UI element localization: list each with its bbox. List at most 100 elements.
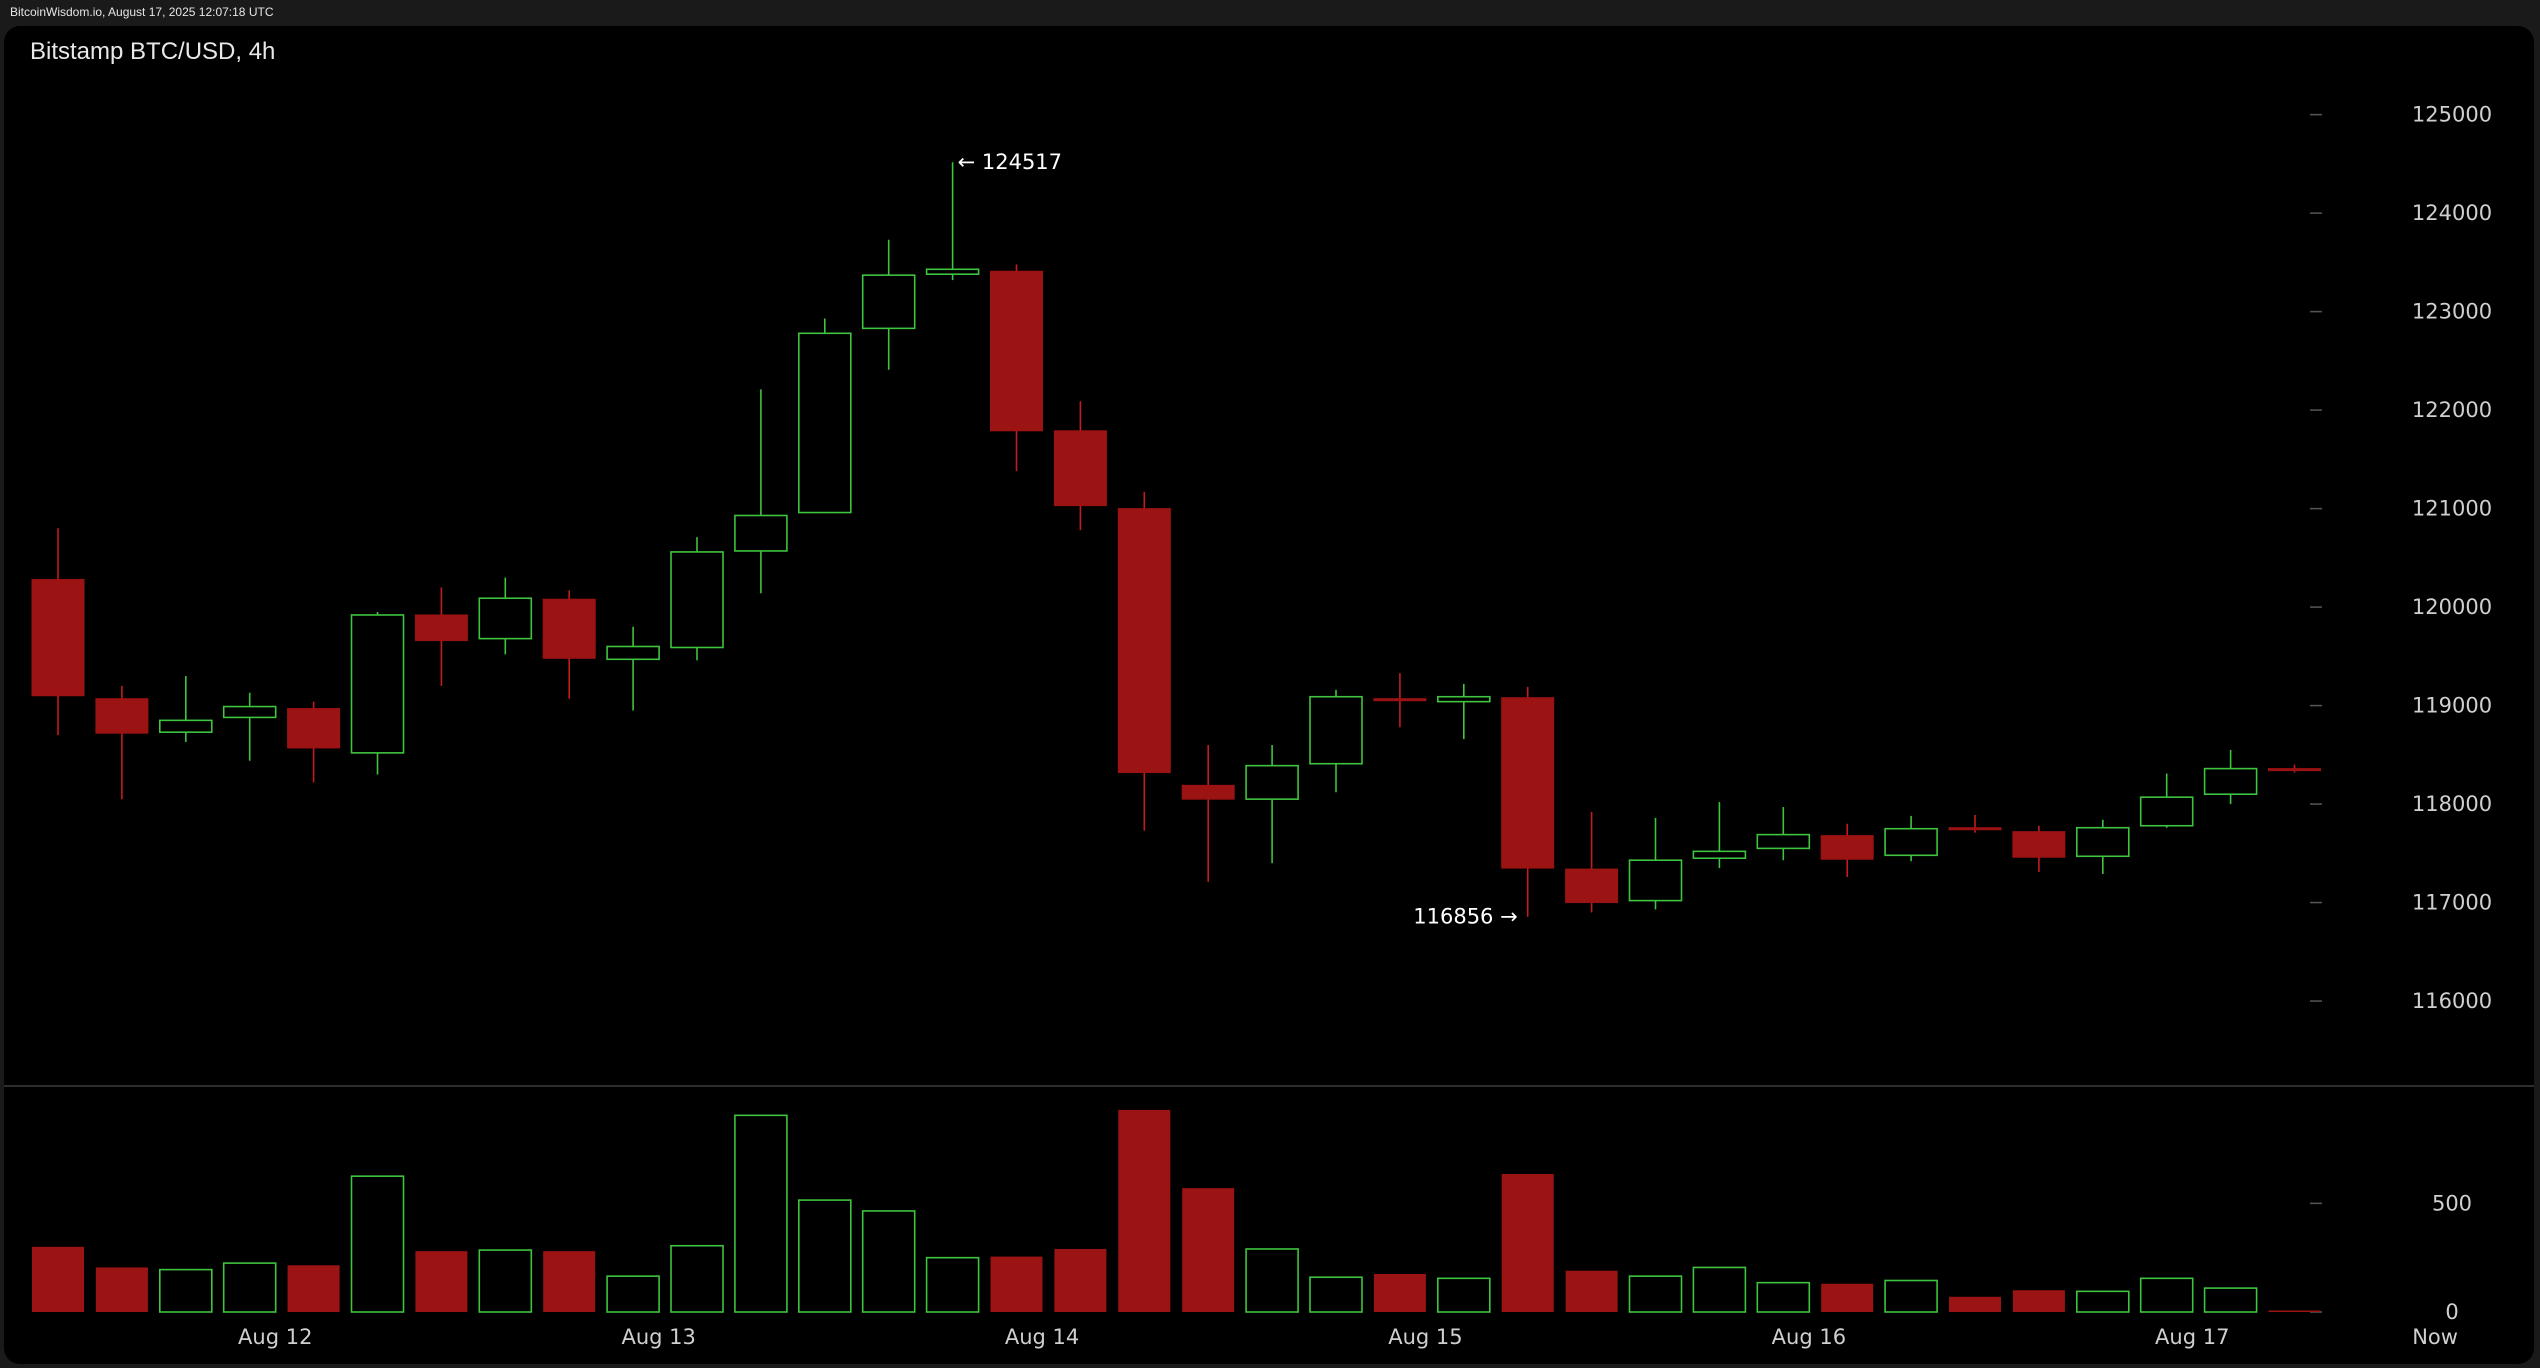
candle-body <box>1245 764 1299 800</box>
candlestick-chart: Bitstamp BTC/USD, 4h 1160001170001180001… <box>4 38 2534 1349</box>
candle-body <box>1628 859 1683 902</box>
volume-bar <box>95 1267 148 1312</box>
volume-tick-label: 0 <box>2445 1300 2458 1324</box>
candle-body <box>670 551 724 649</box>
candle-body <box>287 708 341 749</box>
price-tick-label: 118000 <box>2412 792 2492 816</box>
volume-bar <box>1821 1283 1874 1312</box>
candle-body <box>1948 827 2002 831</box>
candle-body <box>2268 768 2321 772</box>
time-tick-label: Now <box>2412 1325 2458 1349</box>
low-price-annotation: 116856 → <box>1413 905 1517 929</box>
candle-body <box>861 274 916 330</box>
candle-body <box>1565 868 1619 904</box>
volume-bar <box>2139 1277 2194 1313</box>
volume-tick-label: 500 <box>2432 1191 2472 1215</box>
volume-bar <box>925 1256 980 1313</box>
candle-body <box>1756 833 1811 850</box>
volume-bar <box>1628 1275 1683 1313</box>
candle-body <box>478 597 533 640</box>
candle-body <box>2012 831 2066 858</box>
volume-bar <box>2203 1287 2258 1313</box>
volume-bar <box>670 1244 724 1313</box>
chart-title: Bitstamp BTC/USD, 4h <box>30 38 275 65</box>
price-tick-label: 117000 <box>2412 891 2492 915</box>
volume-bar <box>478 1249 533 1313</box>
candle-body <box>31 579 85 697</box>
candle-body <box>1884 827 1938 857</box>
candle-body <box>1309 695 1363 765</box>
volume-bar <box>1118 1109 1171 1312</box>
candle-body <box>1501 697 1555 869</box>
time-tick-label: Aug 15 <box>1388 1325 1462 1349</box>
price-tick-label: 122000 <box>2412 398 2492 422</box>
volume-bars <box>32 1109 2321 1313</box>
volume-bar <box>1182 1188 1235 1312</box>
volume-bar <box>415 1251 468 1312</box>
volume-bar <box>32 1246 84 1312</box>
volume-bar <box>797 1199 852 1313</box>
volume-bar <box>1756 1281 1811 1313</box>
volume-bar <box>1309 1276 1363 1313</box>
time-tick-label: Aug 16 <box>1772 1325 1846 1349</box>
candle-body <box>1820 835 1874 860</box>
price-axis: 116000 117000 118000 119000 120000 121000 1220… <box>2310 103 2492 1013</box>
price-annotations: ← 124517 116856 → <box>958 150 1518 929</box>
candle-body <box>734 514 788 552</box>
candle-body <box>925 268 980 275</box>
candle-body <box>95 698 149 734</box>
volume-bar <box>1692 1266 1747 1313</box>
volume-bar <box>606 1275 660 1313</box>
volume-bar <box>1437 1277 1491 1313</box>
candles <box>31 162 2321 917</box>
candle-body <box>222 705 277 719</box>
volume-bar <box>861 1210 916 1313</box>
price-tick-label: 121000 <box>2412 497 2492 521</box>
price-tick-label: 123000 <box>2412 300 2492 324</box>
candle-body <box>2139 796 2194 827</box>
volume-bar <box>159 1268 213 1313</box>
price-tick-label: 119000 <box>2412 694 2492 718</box>
time-tick-label: Aug 13 <box>621 1325 695 1349</box>
time-axis: Aug 12 Aug 13 Aug 14 Aug 15 Aug 16 Aug 17 Now <box>238 1325 2458 1349</box>
volume-bar <box>2012 1290 2065 1312</box>
volume-bar <box>990 1256 1043 1312</box>
volume-bar <box>350 1175 405 1313</box>
candle-body <box>2203 767 2258 796</box>
volume-bar <box>1245 1248 1299 1313</box>
time-tick-label: Aug 12 <box>238 1325 312 1349</box>
volume-bar <box>1565 1270 1618 1312</box>
volume-bar <box>1884 1279 1938 1313</box>
volume-bar <box>543 1251 596 1312</box>
candle-body <box>1692 850 1747 860</box>
candle-body <box>350 614 405 754</box>
candle-body <box>990 270 1043 432</box>
volume-bar <box>2076 1290 2130 1313</box>
volume-bar <box>287 1265 340 1312</box>
volume-bar <box>1373 1273 1426 1312</box>
time-tick-label: Aug 14 <box>1005 1325 1079 1349</box>
source-timestamp: BitcoinWisdom.io, August 17, 2025 12:07:… <box>10 5 274 19</box>
volume-bar <box>1949 1296 2001 1312</box>
price-tick-label: 116000 <box>2412 989 2492 1013</box>
candle-body <box>542 598 596 659</box>
candle-body <box>1181 784 1235 800</box>
volume-axis: 0 500 <box>2310 1191 2472 1324</box>
candle-body <box>2076 826 2130 858</box>
candle-body <box>1437 695 1491 703</box>
time-tick-label: Aug 17 <box>2155 1325 2229 1349</box>
volume-bar <box>1501 1174 1554 1312</box>
candle-body <box>606 645 660 661</box>
volume-bar <box>222 1262 277 1313</box>
top-bar: BitcoinWisdom.io, August 17, 2025 12:07:… <box>0 0 2540 26</box>
candle-body <box>1373 698 1427 702</box>
price-tick-label: 124000 <box>2412 201 2492 225</box>
volume-bar <box>2268 1310 2321 1312</box>
candle-body <box>797 332 852 514</box>
price-tick-label: 125000 <box>2412 103 2492 127</box>
candle-body <box>414 614 468 642</box>
candle-body <box>1053 430 1107 507</box>
price-tick-label: 120000 <box>2412 595 2492 619</box>
high-price-annotation: ← 124517 <box>958 150 1062 174</box>
candle-body <box>1117 508 1171 774</box>
